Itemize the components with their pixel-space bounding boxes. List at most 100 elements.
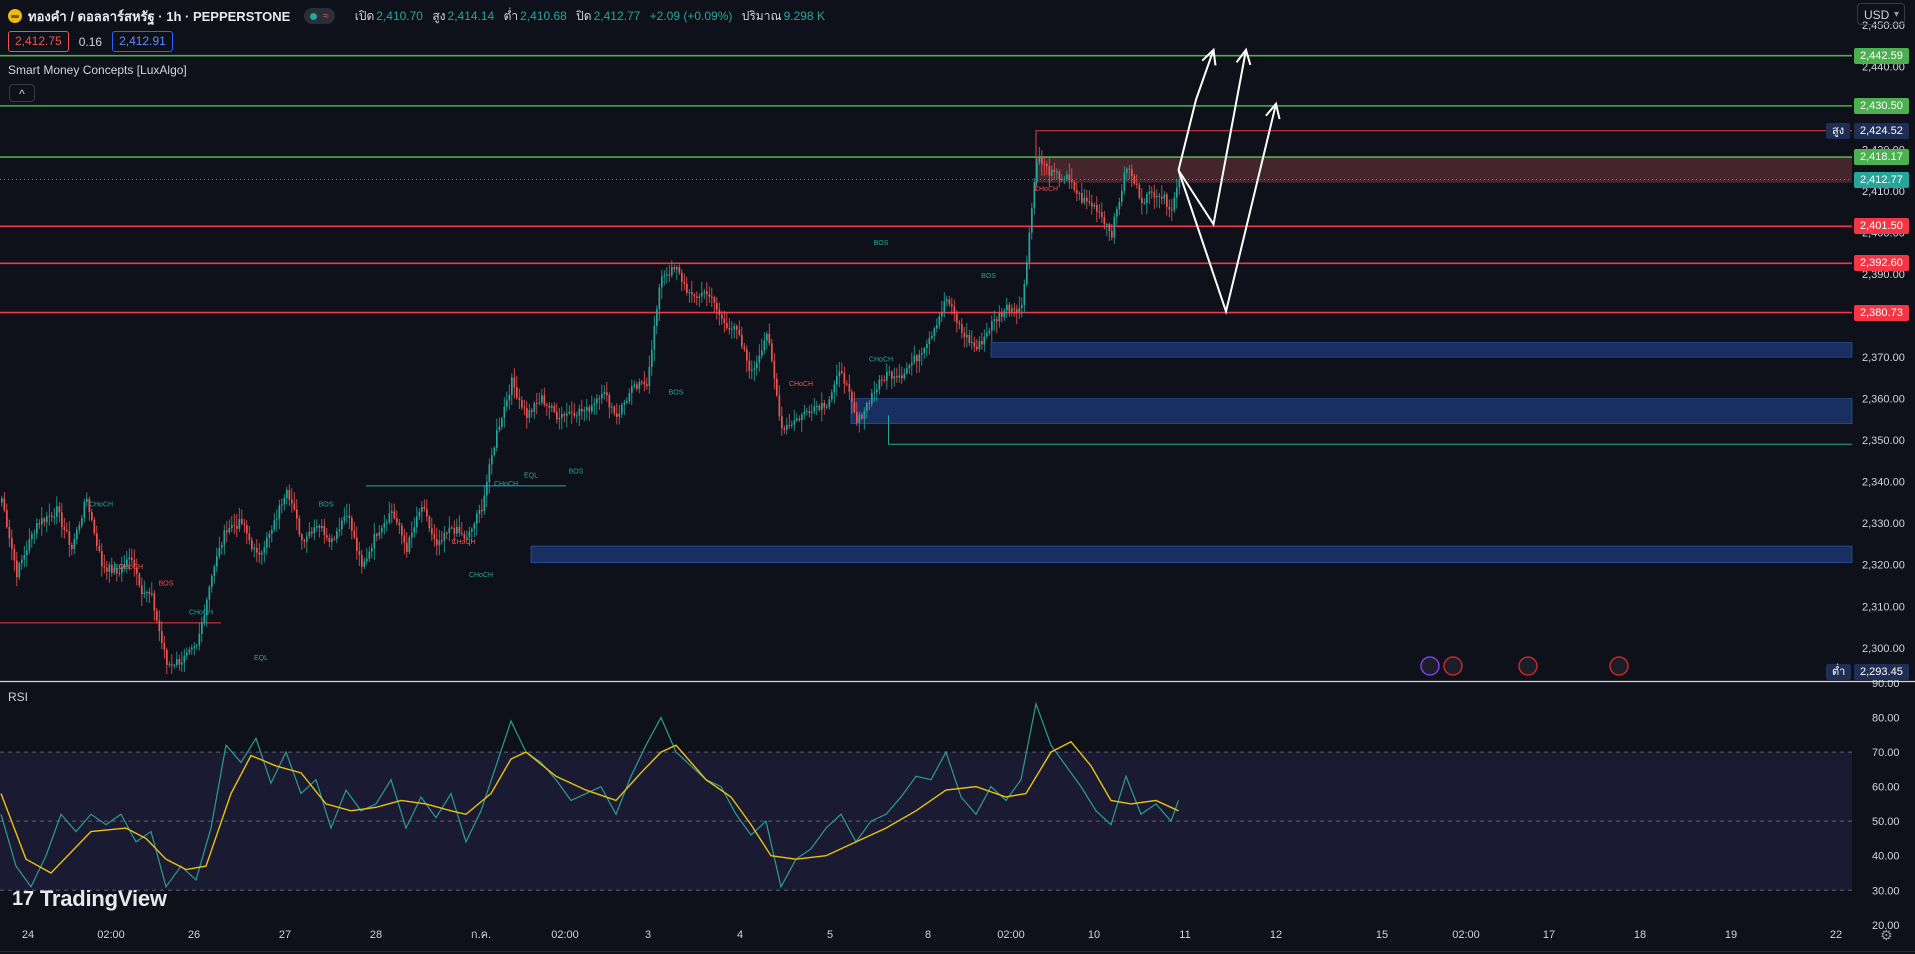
- candle-body: [886, 371, 888, 381]
- candle-body: [861, 414, 863, 419]
- candle-body: [466, 537, 468, 539]
- candle-body: [1146, 194, 1148, 203]
- candle-body: [853, 402, 856, 413]
- candle-body: [246, 525, 248, 534]
- tradingview-wordmark: TradingView: [39, 886, 167, 911]
- candle-body: [563, 414, 566, 416]
- candle-body: [528, 410, 531, 418]
- candle-body: [1036, 162, 1038, 183]
- candle-body: [188, 649, 191, 653]
- candle-body: [1043, 164, 1046, 166]
- candle-body: [666, 274, 668, 276]
- candle-body: [851, 391, 853, 403]
- low-label: ต่ำ: [503, 8, 519, 23]
- candle-body: [833, 384, 836, 393]
- tradingview-logo[interactable]: 17 TradingView: [12, 886, 167, 912]
- candle-body: [38, 523, 41, 525]
- candle-body: [838, 371, 841, 377]
- candle-body: [408, 537, 411, 552]
- candle-body: [518, 397, 521, 400]
- candle-body: [803, 411, 806, 415]
- candle-body: [1046, 164, 1048, 167]
- candle-body: [143, 592, 146, 595]
- candle-body: [681, 272, 683, 282]
- candle-body: [206, 599, 208, 616]
- candle-body: [501, 418, 503, 427]
- spread-value: 0.16: [78, 34, 103, 49]
- candle-body: [1056, 171, 1058, 173]
- candle-body: [871, 393, 873, 404]
- candle-body: [526, 408, 528, 418]
- candle-body: [553, 405, 556, 412]
- candle-body: [343, 516, 346, 521]
- candle-body: [798, 418, 801, 421]
- candle-body: [1098, 211, 1101, 213]
- market-status-pill[interactable]: ≈: [304, 8, 335, 24]
- candle-body: [323, 525, 326, 536]
- candle-body: [71, 544, 73, 549]
- candle-body: [1126, 168, 1128, 173]
- candle-body: [191, 647, 193, 650]
- indicator-legend[interactable]: Smart Money Concepts [LuxAlgo]: [8, 63, 187, 77]
- candle-body: [603, 392, 606, 395]
- rsi-pane-label[interactable]: RSI: [8, 690, 29, 704]
- candle-body: [326, 535, 328, 538]
- candle-body: [583, 410, 586, 412]
- candle-body: [313, 527, 316, 534]
- candle-body: [733, 325, 736, 330]
- candle-body: [268, 533, 271, 538]
- candle-body: [163, 642, 166, 650]
- candle-body: [123, 565, 126, 567]
- candle-body: [1133, 175, 1136, 184]
- candle-body: [811, 411, 813, 414]
- sell-price-button[interactable]: 2,412.75: [8, 31, 69, 52]
- price-axis-tick: 2,330.00: [1862, 518, 1905, 530]
- candle-body: [823, 402, 826, 408]
- candle-body: [378, 532, 381, 536]
- symbol-title[interactable]: ทองคำ / ดอลลาร์สหรัฐ · 1h · PEPPERSTONE: [28, 8, 291, 24]
- price-axis-tick: 2,320.00: [1862, 560, 1905, 572]
- candle-body: [888, 371, 891, 373]
- candle-body: [468, 531, 471, 538]
- candle-body: [751, 369, 753, 371]
- candle-body: [3, 498, 6, 511]
- candle-body: [31, 534, 33, 540]
- candle-body: [546, 404, 548, 406]
- candle-body: [971, 342, 973, 344]
- low-value: 2,410.68: [520, 8, 567, 23]
- candle-body: [41, 518, 43, 525]
- candle-body: [21, 559, 23, 564]
- candle-body: [418, 511, 421, 517]
- supply-zone: [1036, 157, 1852, 183]
- buy-price-button[interactable]: 2,412.91: [112, 31, 173, 52]
- settings-gear-icon[interactable]: ⚙: [1880, 927, 1893, 943]
- candle-body: [211, 575, 213, 587]
- candle-body: [891, 371, 893, 379]
- candle-body: [478, 509, 481, 514]
- candle-body: [483, 495, 486, 512]
- rsi-axis-tick: 40.00: [1872, 851, 1900, 863]
- candle-body: [341, 520, 343, 530]
- candle-body: [18, 563, 21, 578]
- candle-body: [656, 309, 658, 326]
- candle-body: [348, 515, 351, 518]
- candle-body: [498, 426, 501, 431]
- candle-body: [703, 291, 706, 293]
- collapse-legend-button[interactable]: ^: [9, 84, 35, 102]
- candle-body: [1106, 224, 1108, 226]
- price-axis-tick: 2,370.00: [1862, 352, 1905, 364]
- candle-body: [1011, 308, 1013, 312]
- candle-body: [606, 392, 608, 396]
- candle-body: [1008, 304, 1011, 312]
- candle-body: [173, 664, 176, 666]
- level-price-tag: 2,401.50: [1854, 218, 1909, 235]
- candle-body: [1051, 169, 1053, 176]
- candle-body: [111, 564, 113, 573]
- level-price-tag: 2,380.73: [1854, 304, 1909, 321]
- candle-body: [728, 328, 731, 330]
- candle-body: [346, 515, 348, 517]
- currency-selector[interactable]: USD: [1857, 3, 1905, 26]
- candle-body: [26, 550, 28, 556]
- candle-body: [138, 573, 141, 586]
